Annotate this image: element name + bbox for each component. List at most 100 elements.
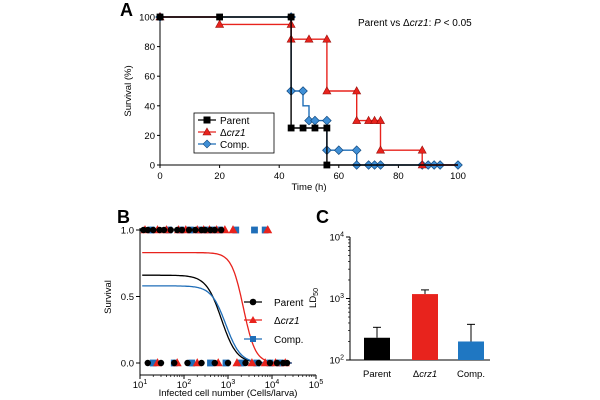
b-series <box>140 225 292 367</box>
a-x-tick-label: 40 <box>274 171 285 182</box>
b-point-survived-parent <box>185 226 193 234</box>
a-point-comp <box>322 115 332 126</box>
circle-marker-icon <box>249 298 257 306</box>
a-legend-label-parent: Parent <box>220 116 250 127</box>
b-point-dead-parent <box>273 359 281 367</box>
a-legend: Parent Δcrz1 Comp. <box>193 112 275 154</box>
b-point-dead-parent <box>157 359 165 367</box>
panel-label-a: A <box>120 0 133 20</box>
b-point-survived-parent <box>192 226 199 234</box>
b-points-comp <box>147 226 284 367</box>
a-point-dcrz1 <box>376 145 386 154</box>
a-legend-label-dcrz1: Δcrz1 <box>220 128 246 139</box>
b-point-dead-parent <box>266 359 274 367</box>
c-category-parent: Parent <box>363 369 391 380</box>
b-x-tick-label: 105 <box>309 379 324 391</box>
b-legend-label-dcrz1: Δcrz1 <box>274 316 300 327</box>
a-y-tick-label: 40 <box>144 101 155 112</box>
b-point-survived-parent <box>178 226 186 234</box>
b-point-survived-parent <box>150 226 157 234</box>
a-point-parent <box>156 13 164 21</box>
a-x-tick-label: 80 <box>393 171 404 182</box>
b-point-dead-parent <box>242 359 249 367</box>
c-y-label: LD50 <box>308 288 320 308</box>
b-legend-label-comp: Comp. <box>274 335 303 346</box>
a-point-dcrz1 <box>322 34 332 43</box>
a-point-dcrz1 <box>352 115 362 124</box>
a-point-parent <box>287 13 295 21</box>
b-point-dead-parent <box>171 359 178 367</box>
b-point-survived-parent <box>167 226 174 234</box>
c-category-comp: Comp. <box>457 369 485 380</box>
b-point-survived-parent <box>173 226 181 234</box>
b-y-tick-label: 0.0 <box>121 359 134 370</box>
c-bars <box>364 289 484 360</box>
b-point-dead-comp <box>149 359 157 367</box>
b-points-parent <box>140 226 291 367</box>
a-point-dcrz1 <box>304 34 314 43</box>
a-point-parent <box>323 124 331 132</box>
b-point-survived-parent <box>160 226 168 234</box>
a-y-tick-label: 80 <box>144 42 155 53</box>
b-point-survived-comp <box>251 226 258 234</box>
panel-label-c: C <box>316 207 329 227</box>
panel-label-b: B <box>117 207 130 227</box>
b-fit-curve-comp <box>142 285 292 364</box>
b-point-dead-parent <box>198 359 205 367</box>
a-point-dcrz1 <box>376 115 386 124</box>
triangle-marker-icon <box>202 127 212 136</box>
b-point-dead-parent <box>184 359 191 367</box>
b-point-dead-parent <box>255 359 262 367</box>
a-point-comp <box>351 145 362 155</box>
a-series-dcrz1 <box>155 12 458 169</box>
b-x-label: Infected cell number (Cells/larva) <box>159 388 298 399</box>
a-point-parent <box>287 124 295 132</box>
b-y-tick-label: 0.5 <box>121 292 134 303</box>
c-bar-parent <box>364 337 390 360</box>
b-point-dead-parent <box>283 359 291 367</box>
a-x-tick-label: 60 <box>334 171 345 182</box>
b-point-survived-dcrz1 <box>228 225 238 234</box>
a-x-tick-label: 100 <box>450 171 466 182</box>
a-y-tick-label: 0 <box>150 161 155 172</box>
b-point-survived-dcrz1 <box>263 225 273 234</box>
a-point-dcrz1 <box>370 115 380 124</box>
c-y-tick-label: 104 <box>330 232 345 244</box>
b-x-tick-label: 101 <box>133 379 148 391</box>
a-legend-item-comp: Comp. <box>198 139 249 151</box>
a-step-line-dcrz1 <box>160 16 458 166</box>
b-point-survived-comp <box>232 226 240 234</box>
a-series <box>155 12 463 170</box>
b-legend: Parent Δcrz1 Comp. <box>244 298 304 346</box>
a-point-parent <box>299 124 307 132</box>
a-x-tick-label: 20 <box>214 171 225 182</box>
c-y-tick-label: 102 <box>330 355 345 367</box>
a-annotation-p-value: Parent vs Δcrz1: P < 0.05 <box>358 18 472 29</box>
b-y-ticks: 0.0 0.5 1.0 <box>121 226 140 370</box>
b-points-dcrz1 <box>140 225 290 367</box>
a-series-parent <box>156 13 458 169</box>
a-y-label: Survival (%) <box>123 65 134 116</box>
panel-a-survival-curve: 0 20 40 60 80 100 0 20 40 60 80 100 Time (h) Survi… <box>123 12 472 193</box>
a-legend-item-dcrz1: Δcrz1 <box>198 127 246 139</box>
b-point-dead-parent <box>211 359 218 367</box>
b-legend-item-comp: Comp. <box>244 335 303 346</box>
c-y-ticks: 102 103 104 <box>330 232 350 367</box>
b-point-dead-comp <box>188 359 196 367</box>
a-point-parent <box>311 124 319 132</box>
b-point-survived-parent <box>217 226 225 234</box>
a-y-ticks: 0 20 40 60 80 100 <box>139 13 160 172</box>
panel-b-dose-response: 101 102 103 104 105 0.0 0.5 1.0 Infected cell … <box>103 225 324 399</box>
b-x-tick-label: 103 <box>221 379 236 391</box>
b-x-tick-label: 102 <box>177 379 192 391</box>
b-point-dead-dcrz1 <box>232 358 242 367</box>
a-step-line-parent <box>160 16 458 166</box>
b-point-dead-comp <box>237 359 245 367</box>
b-point-dead-dcrz1 <box>247 358 257 367</box>
c-category-dcrz1: Δcrz1 <box>413 369 437 380</box>
b-x-tick-label: 104 <box>265 379 280 391</box>
b-point-dead-comp <box>207 359 214 367</box>
a-point-dcrz1 <box>364 115 374 124</box>
a-x-label: Time (h) <box>291 182 326 193</box>
